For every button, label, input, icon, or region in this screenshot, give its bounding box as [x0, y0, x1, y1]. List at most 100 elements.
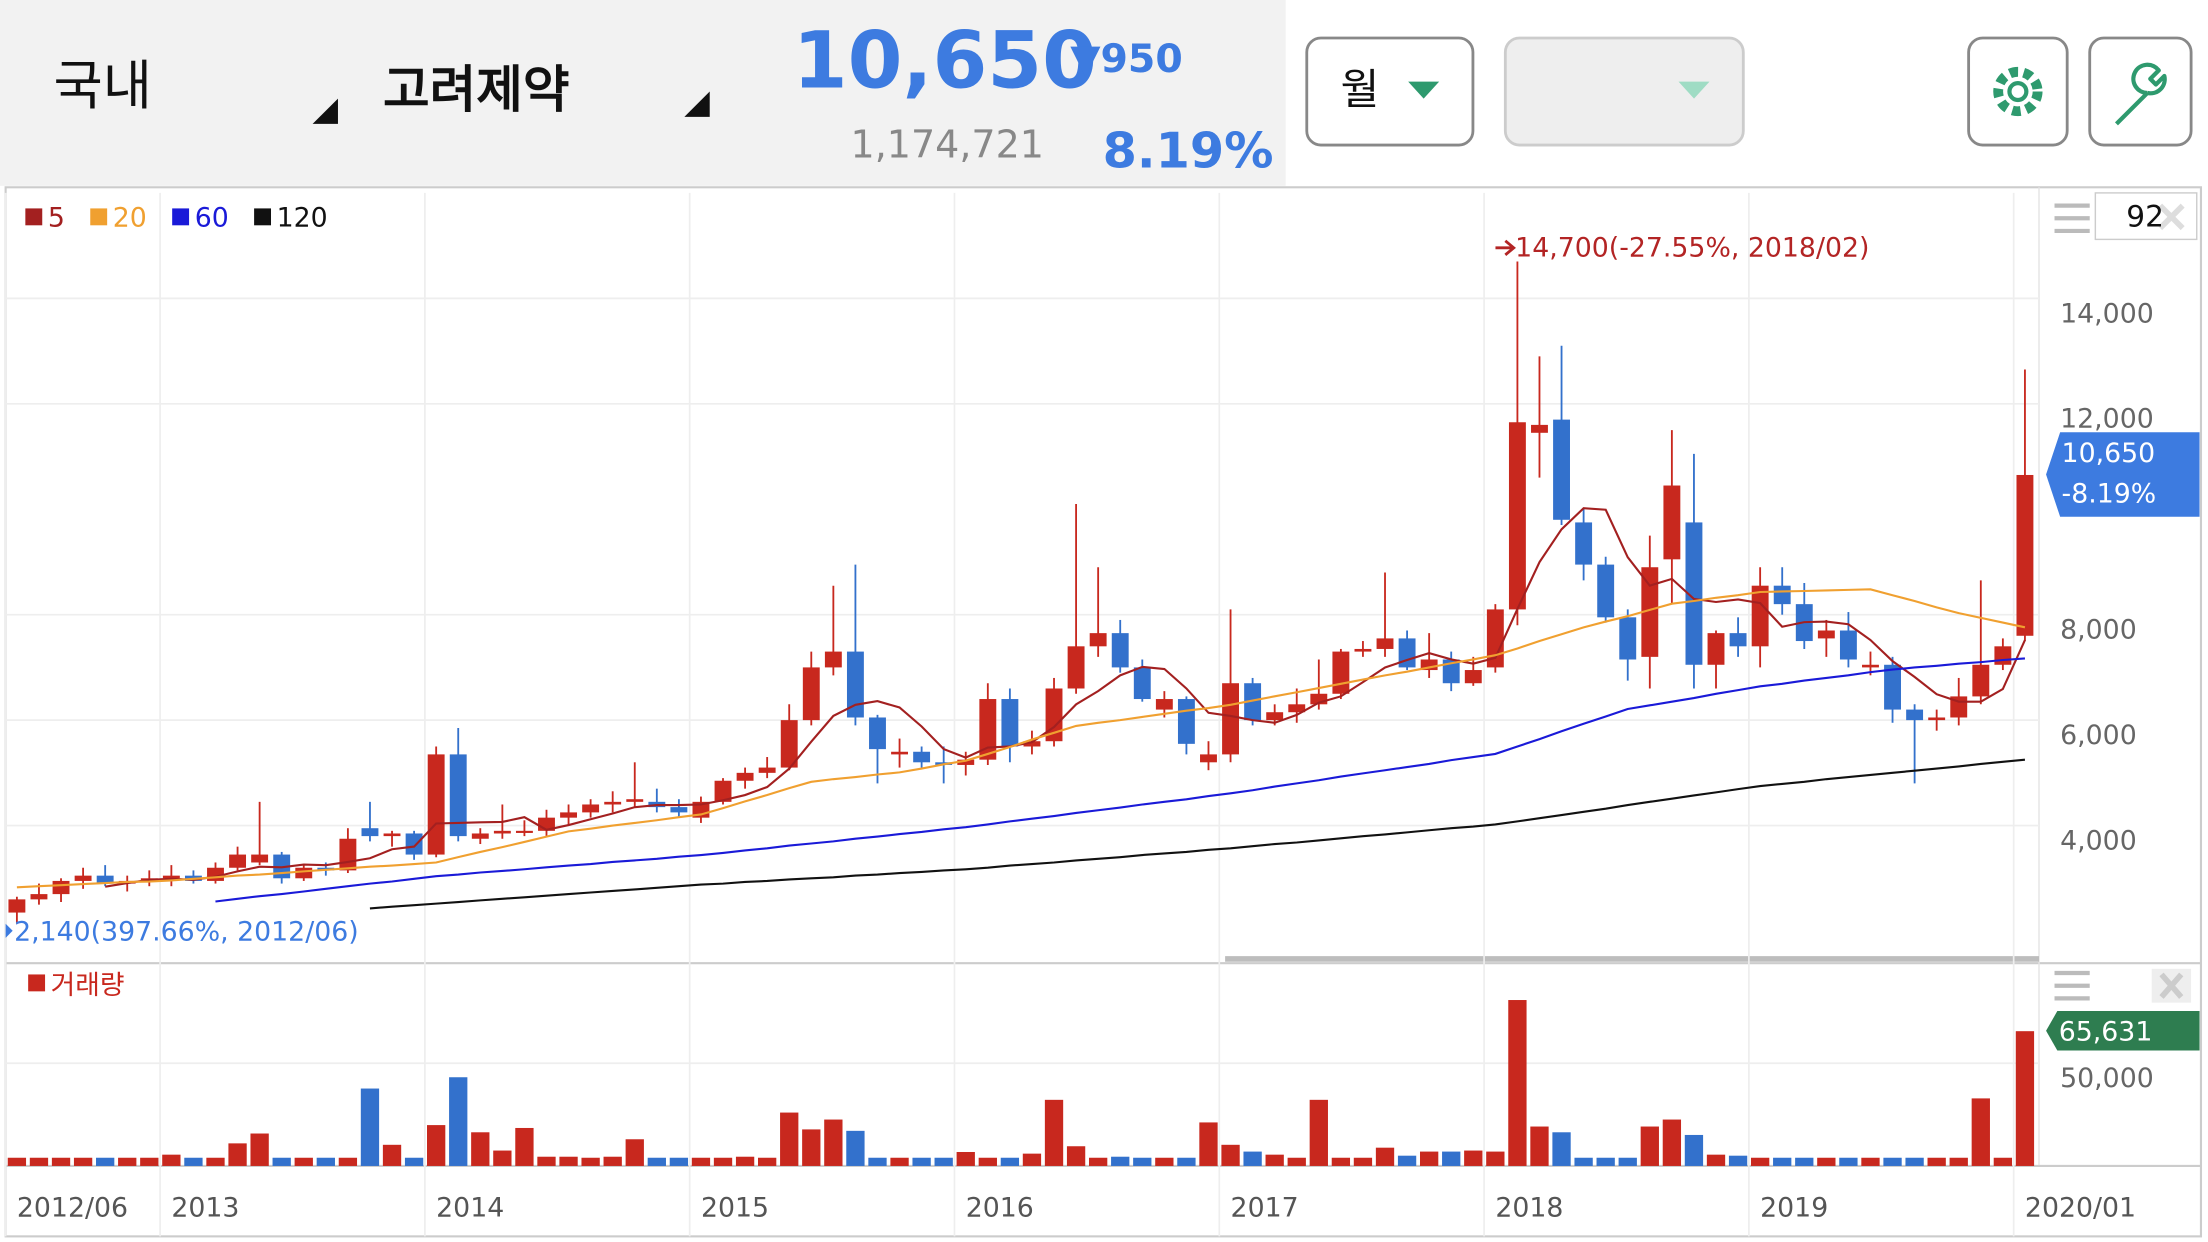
volume-bar: [669, 1157, 689, 1166]
candle-body: [30, 894, 48, 900]
volume-bar: [1905, 1157, 1924, 1166]
volume-bar: [382, 1144, 402, 1166]
volume-bar: [1993, 1157, 2013, 1166]
close-icon[interactable]: [2159, 972, 2184, 999]
candle-body: [1508, 422, 1526, 610]
candle-body: [1575, 522, 1593, 565]
candle-body: [1089, 633, 1107, 647]
candle-body: [1332, 651, 1350, 694]
low-annotation: 2,140(397.66%, 2012/06): [14, 917, 359, 948]
volume-bar: [1839, 1157, 1858, 1166]
period-button[interactable]: [1305, 36, 1475, 147]
volume-bar: [1971, 1098, 1990, 1166]
volume-bar: [1353, 1157, 1373, 1166]
volume-bar: [1199, 1122, 1218, 1166]
candle-body: [1839, 630, 1857, 660]
volume-bar: [338, 1157, 358, 1166]
gear-icon: [1993, 66, 2043, 117]
legend-swatch: [172, 208, 190, 226]
candle-body: [1773, 585, 1791, 605]
dropdown-arrow: [1678, 81, 1710, 99]
candle-body: [1906, 709, 1924, 721]
volume-bar: [294, 1157, 313, 1166]
volume-bar: [427, 1125, 446, 1166]
candle-body: [1928, 717, 1946, 721]
candle-body: [383, 833, 401, 837]
x-tick-label: 2020/01: [2025, 1193, 2136, 1224]
volume-bar: [868, 1157, 887, 1166]
volume-bar: [1464, 1150, 1483, 1166]
candle-body: [251, 854, 269, 863]
candle-body: [891, 751, 909, 755]
candle-body: [780, 720, 798, 768]
candle-body: [229, 854, 247, 868]
candle-body: [957, 759, 975, 765]
volume-bar: [493, 1150, 512, 1166]
volume-bar: [1177, 1157, 1196, 1166]
candle-body: [1994, 646, 2012, 665]
x-tick-label: 2017: [1231, 1193, 1299, 1224]
candle-body: [714, 780, 732, 802]
candle-body: [1531, 424, 1548, 433]
close-icon[interactable]: [2158, 203, 2185, 231]
market-select[interactable]: 국내: [54, 54, 152, 117]
empty-select[interactable]: [1503, 36, 1745, 147]
zoom-box[interactable]: [2094, 192, 2198, 241]
candle-body: [1442, 659, 1460, 684]
volume-bar: [1331, 1157, 1351, 1166]
candle-body: [1288, 704, 1306, 713]
period-label: 월: [1341, 65, 1380, 114]
volume-bar: [647, 1157, 666, 1166]
candle-body: [96, 875, 114, 884]
volume-bar: [1618, 1157, 1637, 1166]
x-tick-label: 2014: [436, 1193, 504, 1224]
y-tick-label: 12,000: [2060, 404, 2154, 435]
low-marker: [5, 923, 13, 938]
legend-swatch: [25, 208, 43, 226]
candle-body: [1310, 693, 1328, 705]
candle-body: [493, 830, 511, 834]
volume-bar: [1949, 1157, 1968, 1166]
candle-body: [604, 801, 622, 805]
volume-bar: [29, 1157, 49, 1166]
volume-bar: [1508, 1000, 1527, 1166]
legend-label: 60: [195, 203, 229, 234]
volume-bar: [1817, 1157, 1836, 1166]
candle-body: [1398, 638, 1416, 668]
volume-bar: [1155, 1157, 1174, 1166]
candle-body: [626, 799, 644, 802]
settings-button[interactable]: [1967, 36, 2069, 147]
legend-label: 5: [48, 203, 65, 234]
volume-bar: [1640, 1126, 1659, 1166]
y-tick-label: 14,000: [2060, 298, 2154, 329]
x-tick-label: 2019: [1760, 1193, 1828, 1224]
y-tick-label: 4,000: [2060, 826, 2137, 857]
stock-select[interactable]: 고려제약: [383, 60, 570, 119]
menu-icon[interactable]: [2054, 203, 2090, 234]
volume-bar: [581, 1157, 600, 1166]
volume-bar: [559, 1156, 578, 1166]
volume-bar: [603, 1156, 622, 1166]
candle-body: [1155, 699, 1173, 710]
volume-bar: [1728, 1155, 1748, 1166]
volume-bar: [1750, 1157, 1770, 1166]
candle-body: [1751, 585, 1769, 647]
y-tick-label: 50,000: [2060, 1063, 2154, 1094]
volume-bar: [316, 1157, 335, 1166]
volume-bar: [51, 1157, 71, 1166]
x-tick-label: 2016: [966, 1193, 1034, 1224]
current-price: 10,650: [793, 14, 1097, 106]
candle-body: [1133, 667, 1151, 700]
volume-bar: [537, 1156, 556, 1166]
volume-bar: [824, 1119, 843, 1166]
candle-body: [560, 812, 578, 818]
candle-body: [427, 754, 445, 855]
candle-body: [979, 699, 997, 760]
volume-bar: [1000, 1157, 1020, 1166]
menu-icon[interactable]: [2054, 970, 2090, 1001]
candle-body: [1884, 664, 1901, 710]
volume-bar: [1309, 1099, 1328, 1166]
candle-body: [1729, 633, 1747, 647]
volume-bar: [1706, 1154, 1726, 1166]
